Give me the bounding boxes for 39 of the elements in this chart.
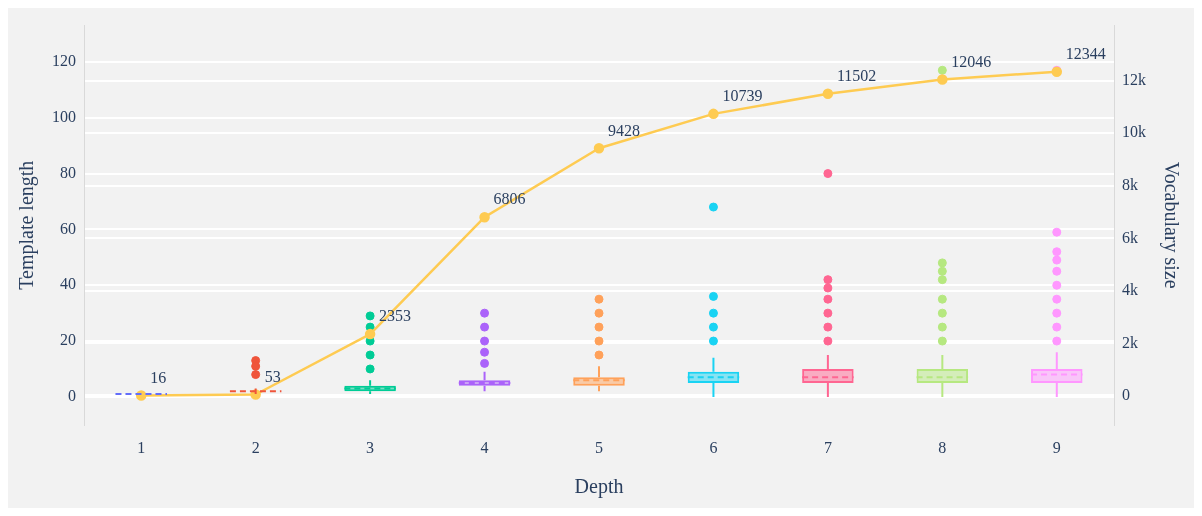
y-tick-label: 80	[60, 163, 76, 181]
data-label: 16	[150, 368, 167, 386]
x-tick-label: 5	[595, 438, 603, 456]
y-tick-label: 120	[52, 52, 76, 70]
x-tick-label: 1	[137, 438, 146, 456]
x-tick-label: 7	[823, 438, 832, 456]
point	[822, 88, 834, 100]
y-tick-label: 20	[60, 331, 76, 349]
y2-tick-label: 10k	[1122, 123, 1146, 141]
x-tick-label: 9	[1052, 438, 1061, 456]
x-axis-title: Depth	[574, 475, 624, 499]
y2-tick-label: 2k	[1122, 333, 1138, 351]
x-tick-label: 3	[366, 438, 375, 456]
point	[364, 328, 376, 340]
y2-tick-label: 4k	[1122, 281, 1138, 299]
point	[708, 108, 719, 120]
data-label: 53	[264, 367, 281, 385]
y2-axis-title: Vocabulary size	[1159, 161, 1183, 289]
x-tick-label: 2	[251, 438, 260, 456]
y2-tick-label: 6k	[1122, 228, 1138, 246]
data-label: 11502	[836, 67, 877, 85]
y2-tick-label: 12k	[1122, 70, 1146, 88]
data-label: 12344	[1065, 44, 1106, 62]
y-tick-label: 0	[68, 387, 76, 405]
data-label: 10739	[722, 87, 763, 105]
y-axis-title: Template length	[15, 160, 39, 290]
y-tick-label: 60	[60, 219, 76, 237]
y-tick-label: 100	[52, 107, 76, 125]
y2-tick-label: 0	[1122, 386, 1130, 404]
point	[479, 211, 490, 223]
point	[937, 74, 948, 85]
y-tick-label: 40	[60, 275, 76, 293]
data-label: 9428	[608, 121, 640, 139]
x-tick-label: 4	[480, 438, 489, 456]
data-label: 12046	[951, 52, 992, 70]
x-tick-label: 8	[938, 438, 947, 456]
point	[593, 143, 605, 154]
y2-tick-label: 8k	[1122, 176, 1138, 194]
x-tick-label: 6	[709, 438, 718, 456]
